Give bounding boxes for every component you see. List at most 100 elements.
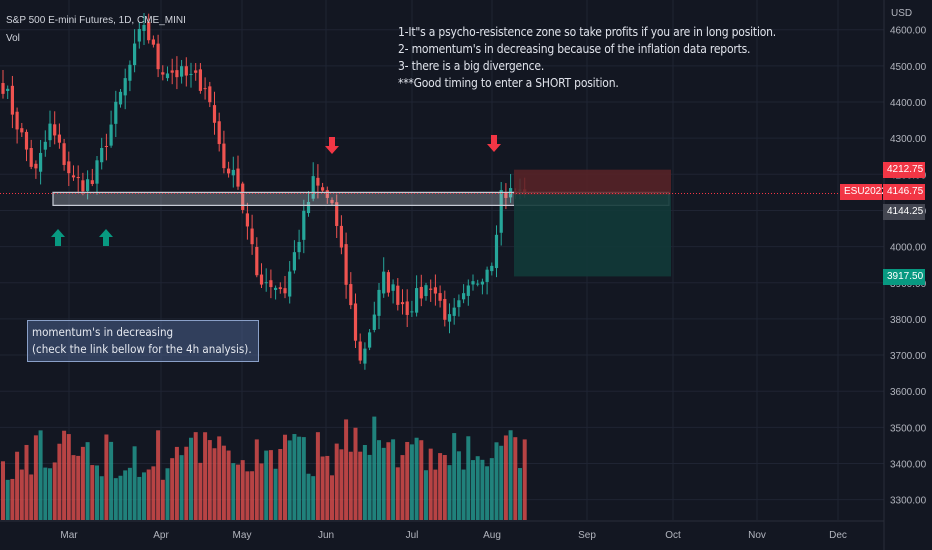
candle-body: [447, 314, 452, 322]
x-tick-label: Jun: [318, 530, 334, 541]
x-tick-label: Oct: [665, 530, 681, 541]
volume-bar: [315, 432, 320, 520]
y-tick-label: 4300.00: [890, 134, 927, 145]
volume-bar: [24, 444, 29, 520]
candle-body: [471, 281, 475, 285]
volume-bar: [104, 434, 109, 520]
y-tick-label: 3500.00: [890, 423, 927, 434]
x-tick-label: Sep: [578, 530, 596, 541]
volume-bar: [447, 465, 452, 520]
candle-body: [306, 201, 311, 214]
candle-body: [212, 105, 217, 123]
volume-bar: [62, 430, 67, 520]
candle-body: [109, 124, 113, 146]
volume-bar: [518, 468, 522, 520]
down-arrow-icon: [487, 135, 501, 152]
candle-body: [231, 169, 235, 176]
volume-bar: [461, 469, 466, 520]
volume-bar: [203, 432, 208, 520]
candle-body: [368, 332, 372, 348]
x-tick-label: Nov: [748, 530, 766, 541]
volume-bar: [442, 455, 447, 520]
candle-body: [386, 272, 390, 293]
volume-bar: [508, 430, 513, 520]
y-tick-label: 3800.00: [890, 315, 927, 326]
candle-body: [198, 69, 202, 91]
volume-bar: [254, 439, 259, 520]
candle-body: [1, 83, 5, 94]
candle-body: [43, 141, 47, 150]
up-arrow-icon: [99, 229, 113, 246]
volume-bar: [358, 451, 363, 520]
candle-body: [67, 161, 71, 174]
momentum-callout[interactable]: momentum's in decreasing (check the link…: [27, 320, 259, 362]
y-tick-label: 4500.00: [890, 62, 927, 73]
candle-body: [297, 241, 301, 253]
candle-body: [499, 190, 503, 233]
candle-body: [485, 269, 489, 282]
candle-body: [10, 85, 14, 115]
volume-bar: [160, 479, 165, 520]
take-profit-zone: [514, 194, 671, 277]
volume-bar: [1, 461, 5, 520]
volume-bar: [33, 435, 38, 520]
volume-bar: [391, 439, 396, 520]
volume-label[interactable]: Vol: [6, 33, 20, 44]
volume-bar: [132, 446, 137, 520]
x-tick-label: Aug: [483, 530, 501, 541]
candle-body: [490, 265, 494, 272]
down-arrow-icon: [325, 137, 339, 154]
y-tick-label: 4700.00: [890, 0, 927, 1]
candle-body: [137, 28, 141, 42]
volume-bar: [137, 476, 142, 520]
candle-body: [424, 285, 428, 297]
candle-body: [349, 284, 353, 306]
candle-body: [133, 43, 137, 66]
candle-body: [203, 88, 207, 90]
volume-bar: [10, 478, 15, 520]
volume-bar: [339, 449, 344, 520]
chart-legend: S&P 500 E-mini Futures, 1D, CME_MINI Vol: [6, 12, 186, 48]
volume-bar: [334, 443, 339, 520]
candle-body: [476, 283, 480, 285]
volume-bar: [231, 463, 236, 520]
candle-body: [20, 128, 24, 133]
candle-body: [339, 225, 343, 248]
candle-body: [241, 183, 245, 210]
candle-body: [114, 101, 118, 124]
volume-bar: [80, 446, 85, 520]
candle-body: [438, 293, 442, 301]
candle-body: [321, 187, 325, 191]
y-tick-label: 3300.00: [890, 496, 927, 507]
volume-bar: [433, 469, 438, 520]
analysis-notes: 1-It"s a psycho-resistence zone so take …: [398, 24, 776, 92]
volume-bar: [156, 430, 161, 520]
volume-bar: [452, 433, 457, 520]
symbol-title[interactable]: S&P 500 E-mini Futures, 1D, CME_MINI: [6, 15, 186, 26]
volume-bar: [123, 470, 128, 520]
candle-body: [104, 146, 108, 148]
candle-body: [175, 70, 179, 78]
volume-bar: [344, 419, 349, 520]
volume-bar: [127, 467, 132, 520]
candle-body: [165, 73, 170, 79]
candle-body: [302, 210, 306, 240]
candle-body: [292, 252, 296, 271]
candle-body: [34, 163, 38, 169]
candle-body: [325, 190, 329, 198]
y-tick-label: 4400.00: [890, 98, 927, 109]
volume-bar: [471, 460, 475, 520]
volume-bar: [207, 440, 212, 520]
candle-body: [372, 314, 376, 330]
candle-body: [194, 70, 198, 73]
candle-body: [95, 160, 99, 184]
candle-body: [405, 301, 409, 315]
candle-body: [62, 143, 66, 165]
volume-bar: [325, 455, 330, 520]
volume-bar: [76, 455, 81, 520]
volume-bar: [236, 464, 240, 520]
y-tick-label: 3600.00: [890, 387, 927, 398]
volume-bar: [283, 434, 287, 520]
